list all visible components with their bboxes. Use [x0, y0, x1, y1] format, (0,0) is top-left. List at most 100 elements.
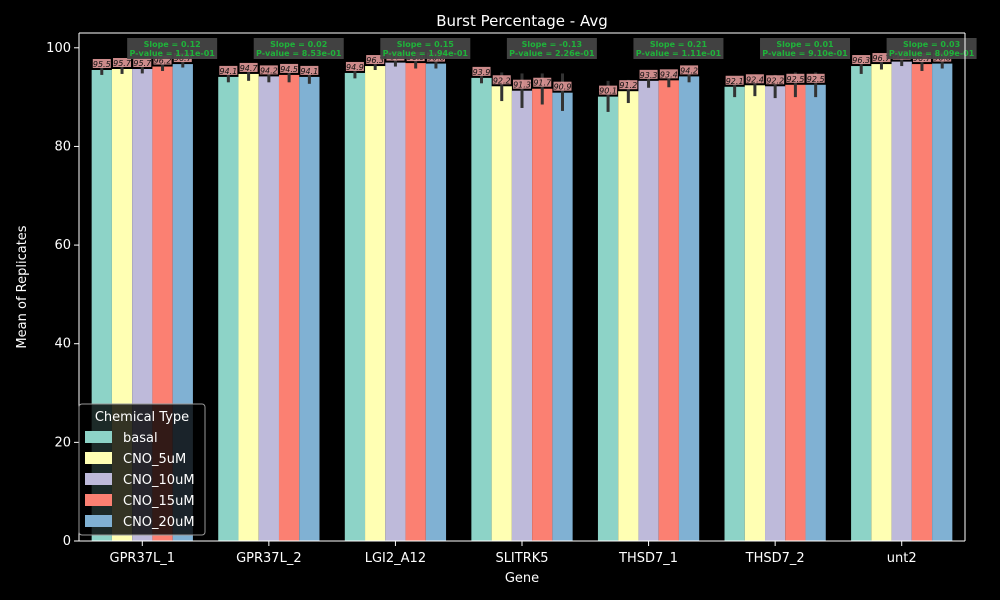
bar-CNO_20uM-unt2	[932, 63, 953, 541]
bar-value-label: 94.9	[346, 63, 364, 72]
bar-label-bg-CNO_10uM-GPR37L_2	[259, 65, 278, 75]
bar-label-bg-CNO_10uM-GPR37L_1	[133, 58, 152, 68]
bar-value-label: 92.4	[746, 75, 764, 84]
bar-value-label: 94.1	[300, 67, 318, 76]
bar-value-label: 94.2	[680, 66, 698, 75]
bar-value-label: 95.5	[93, 60, 111, 69]
bar-label-bg-CNO_20uM-THSD7_2	[806, 73, 825, 83]
bar-basal-LGI2_A12	[344, 72, 366, 541]
x-tick-label: GPR37L_2	[236, 551, 302, 566]
bar-CNO_10uM-SLITRK5	[511, 90, 533, 541]
bar-basal-GPR37L_2	[218, 76, 239, 542]
bar-CNO_20uM-THSD7_1	[678, 76, 700, 541]
y-tick-label: 20	[54, 435, 71, 450]
bar-value-label: 90.9	[554, 83, 572, 92]
y-tick-label: 40	[54, 337, 71, 352]
slope-annotation-box-GPR37L_2	[253, 38, 344, 59]
bar-label-bg-CNO_20uM-THSD7_1	[680, 65, 699, 75]
legend-entry: CNO_5uM	[123, 452, 186, 467]
bar-label-bg-CNO_5uM-THSD7_1	[619, 80, 638, 90]
bar-CNO_5uM-GPR37L_2	[238, 73, 259, 542]
bar-value-label: 94.5	[280, 65, 298, 74]
bar-value-label: 93.4	[660, 70, 678, 79]
bar-value-label: 96.3	[366, 56, 384, 65]
slope-annotation-box-unt2	[886, 38, 977, 59]
legend-swatch-CNO_20uM	[85, 515, 112, 527]
bar-value-label: 92.5	[807, 75, 825, 84]
pvalue-annotation: P-value = 8.09e-01	[889, 49, 975, 58]
y-axis-label: Mean of Replicates	[15, 225, 30, 348]
bar-CNO_5uM-SLITRK5	[491, 86, 512, 541]
bar-label-bg-basal-GPR37L_1	[92, 58, 111, 68]
y-tick-label: 100	[46, 41, 71, 56]
pvalue-annotation: P-value = 1.94e-01	[383, 49, 469, 58]
x-tick-label: unt2	[887, 551, 917, 566]
slope-annotation-box-LGI2_A12	[380, 38, 471, 59]
bar-CNO_10uM-LGI2_A12	[385, 62, 406, 542]
x-tick-label: SLITRK5	[495, 551, 548, 566]
bar-label-bg-basal-THSD7_2	[725, 75, 744, 85]
bar-CNO_20uM-LGI2_A12	[425, 63, 447, 541]
x-tick-label: LGI2_A12	[365, 551, 426, 566]
bar-value-label: 96.2	[154, 57, 172, 66]
bar-value-label: 94.1	[219, 67, 237, 76]
bar-label-bg-basal-GPR37L_2	[219, 65, 238, 75]
bar-CNO_20uM-SLITRK5	[552, 92, 573, 541]
bar-CNO_5uM-THSD7_1	[618, 91, 639, 541]
bar-label-bg-basal-SLITRK5	[472, 66, 491, 76]
bar-label-bg-CNO_10uM-THSD7_2	[766, 75, 785, 85]
bar-CNO_5uM-THSD7_2	[744, 85, 766, 542]
bar-value-label: 95.7	[113, 59, 132, 68]
bar-label-bg-CNO_10uM-SLITRK5	[513, 79, 531, 89]
slope-annotation-box-THSD7_2	[760, 38, 851, 59]
legend-entry: CNO_20uM	[123, 515, 195, 530]
bar-CNO_20uM-GPR37L_2	[299, 76, 320, 542]
pvalue-annotation: P-value = 8.53e-01	[256, 49, 342, 58]
slope-annotation-box-GPR37L_1	[127, 38, 218, 59]
slope-annotation: Slope = 0.02	[270, 40, 327, 49]
legend-title: Chemical Type	[95, 410, 189, 425]
bar-label-bg-basal-THSD7_1	[599, 85, 618, 95]
bar-label-bg-CNO_20uM-SLITRK5	[553, 81, 572, 91]
bar-value-label: 96.7	[873, 54, 892, 63]
bar-label-bg-CNO_10uM-THSD7_1	[639, 69, 658, 79]
bar-value-label: 92.1	[726, 77, 744, 86]
legend-entry: CNO_15uM	[123, 494, 195, 509]
bar-CNO_5uM-LGI2_A12	[365, 66, 386, 541]
legend-swatch-CNO_15uM	[85, 494, 112, 506]
x-tick-label: GPR37L_1	[110, 551, 176, 566]
slope-annotation: Slope = -0.13	[522, 40, 582, 49]
bar-basal-THSD7_2	[724, 86, 745, 542]
bar-basal-unt2	[851, 66, 872, 541]
bar-label-bg-CNO_15uM-GPR37L_2	[280, 63, 299, 73]
bar-CNO_15uM-THSD7_2	[785, 84, 806, 541]
legend-entry: CNO_10uM	[123, 473, 195, 488]
bar-label-bg-CNO_5uM-GPR37L_2	[239, 62, 258, 72]
x-tick-label: THSD7_1	[618, 551, 678, 566]
bar-value-label: 93.3	[640, 71, 658, 80]
bar-value-label: 94.7	[240, 64, 259, 73]
x-axis-label: Gene	[505, 571, 539, 586]
slope-annotation-box-THSD7_1	[633, 38, 724, 59]
bar-value-label: 90.1	[599, 87, 617, 96]
y-tick-label: 60	[54, 238, 71, 253]
slope-annotation: Slope = 0.12	[144, 40, 201, 49]
bar-label-bg-CNO_5uM-THSD7_2	[745, 74, 764, 84]
pvalue-annotation: P-value = 1.11e-01	[636, 49, 722, 58]
bar-label-bg-CNO_15uM-GPR37L_1	[153, 55, 172, 65]
legend-swatch-CNO_5uM	[85, 452, 112, 464]
legend-swatch-CNO_10uM	[85, 473, 112, 485]
bar-CNO_20uM-THSD7_2	[805, 84, 826, 541]
bar-label-bg-CNO_5uM-SLITRK5	[492, 75, 511, 85]
bar-label-bg-CNO_5uM-GPR37L_1	[113, 58, 132, 68]
x-tick-label: THSD7_2	[745, 551, 805, 566]
chart-title: Burst Percentage - Avg	[436, 12, 608, 30]
bar-CNO_10uM-THSD7_1	[638, 80, 659, 542]
bar-CNO_5uM-unt2	[871, 64, 892, 542]
bar-label-bg-CNO_15uM-THSD7_1	[659, 69, 678, 79]
bar-basal-SLITRK5	[471, 77, 492, 541]
bar-CNO_10uM-unt2	[891, 61, 912, 541]
bar-value-label: 96.3	[852, 56, 870, 65]
bar-label-bg-CNO_15uM-SLITRK5	[533, 77, 552, 87]
bar-value-label: 91.3	[513, 81, 531, 90]
